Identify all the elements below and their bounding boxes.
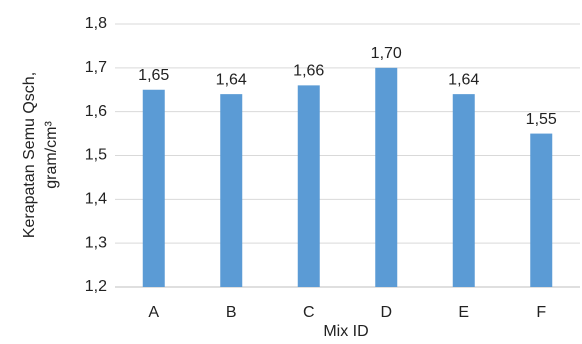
y-tick-label: 1,2 — [85, 278, 107, 295]
y-tick-label: 1,7 — [85, 59, 107, 76]
x-axis-label: Mix ID — [323, 323, 368, 340]
bar — [297, 85, 320, 287]
x-tick-label: F — [536, 304, 546, 321]
y-tick-label: 1,5 — [85, 147, 107, 164]
bar — [220, 94, 243, 287]
bar — [375, 67, 398, 287]
value-label: 1,65 — [138, 67, 169, 84]
y-axis-label: Kerapatan Semu Qsch, — [21, 72, 38, 238]
value-label: 1,64 — [448, 71, 479, 88]
value-label: 1,70 — [371, 45, 402, 62]
y-tick-label: 1,8 — [85, 15, 107, 32]
y-tick-label: 1,4 — [85, 191, 107, 208]
y-tick-label: 1,6 — [85, 103, 107, 120]
x-tick-label: E — [458, 304, 469, 321]
bar — [142, 89, 165, 287]
x-tick-label: A — [148, 304, 159, 321]
y-tick-label: 1,3 — [85, 234, 107, 251]
bar — [530, 133, 553, 287]
x-tick-label: C — [303, 304, 315, 321]
x-tick-label: D — [380, 304, 392, 321]
y-axis-label: gram/cm³ — [43, 121, 60, 189]
bar — [452, 94, 475, 287]
value-label: 1,55 — [526, 111, 557, 128]
value-label: 1,64 — [216, 71, 247, 88]
value-label: 1,66 — [293, 63, 324, 80]
x-tick-label: B — [226, 304, 237, 321]
